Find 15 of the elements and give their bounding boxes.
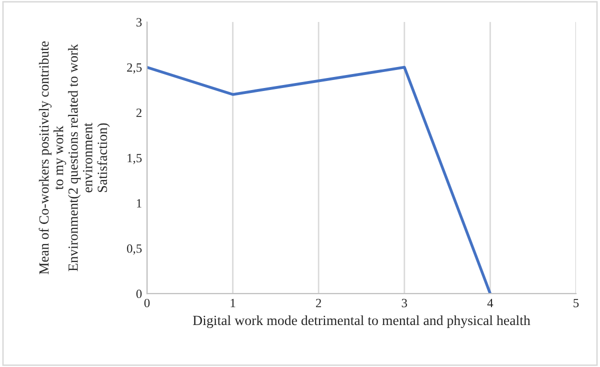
- y-tick-label: 3: [136, 18, 142, 26]
- x-tick-label: 5: [574, 298, 579, 308]
- x-tick-label: 1: [230, 298, 236, 308]
- y-tick-label: 0: [136, 290, 142, 298]
- x-axis-title: Digital work mode detrimental to mental and physical health: [192, 315, 530, 328]
- x-tick-label: 3: [402, 298, 408, 308]
- y-tick-label: 2,5: [127, 63, 142, 74]
- x-tick-label: 4: [487, 298, 494, 308]
- x-tick-label: 0: [144, 298, 150, 308]
- y-tick-label: 2: [136, 108, 142, 117]
- x-tick-label: 2: [316, 298, 322, 308]
- y-tick-label: 1: [136, 199, 142, 208]
- y-axis-title: Mean of Co-workers positively contribute to my work Environment(2 questions related to work environment Satisfaction): [38, 41, 110, 274]
- y-tick-label: 0,5: [126, 244, 142, 255]
- y-tick-label: 1,5: [128, 154, 142, 164]
